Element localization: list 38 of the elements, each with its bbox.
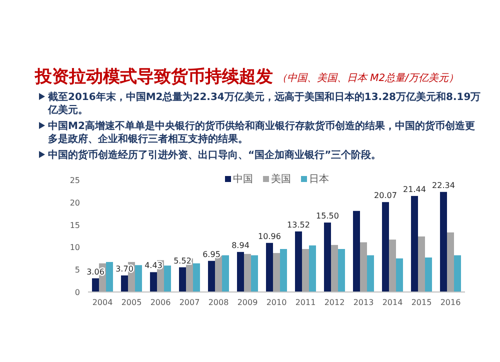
y-tick-label: 10 <box>70 243 80 252</box>
x-tick-label: 2006 <box>150 298 171 307</box>
data-label: 8.94 <box>232 240 250 250</box>
data-label: 15.50 <box>316 212 339 221</box>
annotation: 中国的货币创造经历了引进外资、出口导向、“国企加商业银行”三个阶段。 <box>48 150 382 161</box>
x-tick-label: 2008 <box>208 298 229 307</box>
data-label: 4.43 <box>144 261 162 270</box>
x-tick-label: 2007 <box>179 298 200 307</box>
data-label: 22.34 <box>432 180 455 190</box>
x-tick-label: 2009 <box>237 298 258 307</box>
annotation: 截至2016年末，中国M2总量为22.34万亿美元，远高于美国和日本的13.28万亿美元和8.19万亿美元。 <box>48 92 481 116</box>
y-tick-label: 15 <box>70 220 80 230</box>
legend-label: 日本 <box>309 173 329 185</box>
x-tick-label: 2011 <box>295 298 316 307</box>
x-tick-label: 2005 <box>121 298 142 307</box>
y-tick-label: 20 <box>70 198 80 208</box>
x-tick-label: 2014 <box>382 298 403 307</box>
x-tick-label: 2012 <box>324 298 345 307</box>
legend-label: 中国 <box>233 173 253 185</box>
data-label: 21.44 <box>403 184 426 194</box>
y-tick-label: 25 <box>70 176 80 185</box>
y-tick-label: 0 <box>74 288 80 297</box>
data-label: 6.95 <box>202 250 220 259</box>
data-label: 10.96 <box>258 232 281 241</box>
x-tick-label: 2015 <box>411 298 432 307</box>
data-label: 13.52 <box>287 220 310 230</box>
data-label: 20.07 <box>374 191 397 200</box>
data-label: 5.52 <box>174 256 192 266</box>
y-tick-label: 5 <box>74 266 80 275</box>
legend-label: 美国 <box>271 173 291 185</box>
x-tick-label: 2013 <box>353 298 374 307</box>
x-tick-label: 2010 <box>266 298 287 307</box>
data-label: 3.06 <box>86 267 104 276</box>
x-tick-label: 2016 <box>440 298 461 307</box>
title: 投资拉动模式导致货币持续超发 （中国、美国、日本 M2总量/万亿美元） <box>35 67 459 87</box>
x-tick-label: 2004 <box>92 298 113 307</box>
annotation: 中国M2高增速不单单是中央银行的货币供给和商业银行存款货币创造的结果，中国的货币创造更多是政府、企业和银行三者相互支持的结果。 <box>48 121 475 145</box>
data-label: 3.70 <box>116 264 134 274</box>
